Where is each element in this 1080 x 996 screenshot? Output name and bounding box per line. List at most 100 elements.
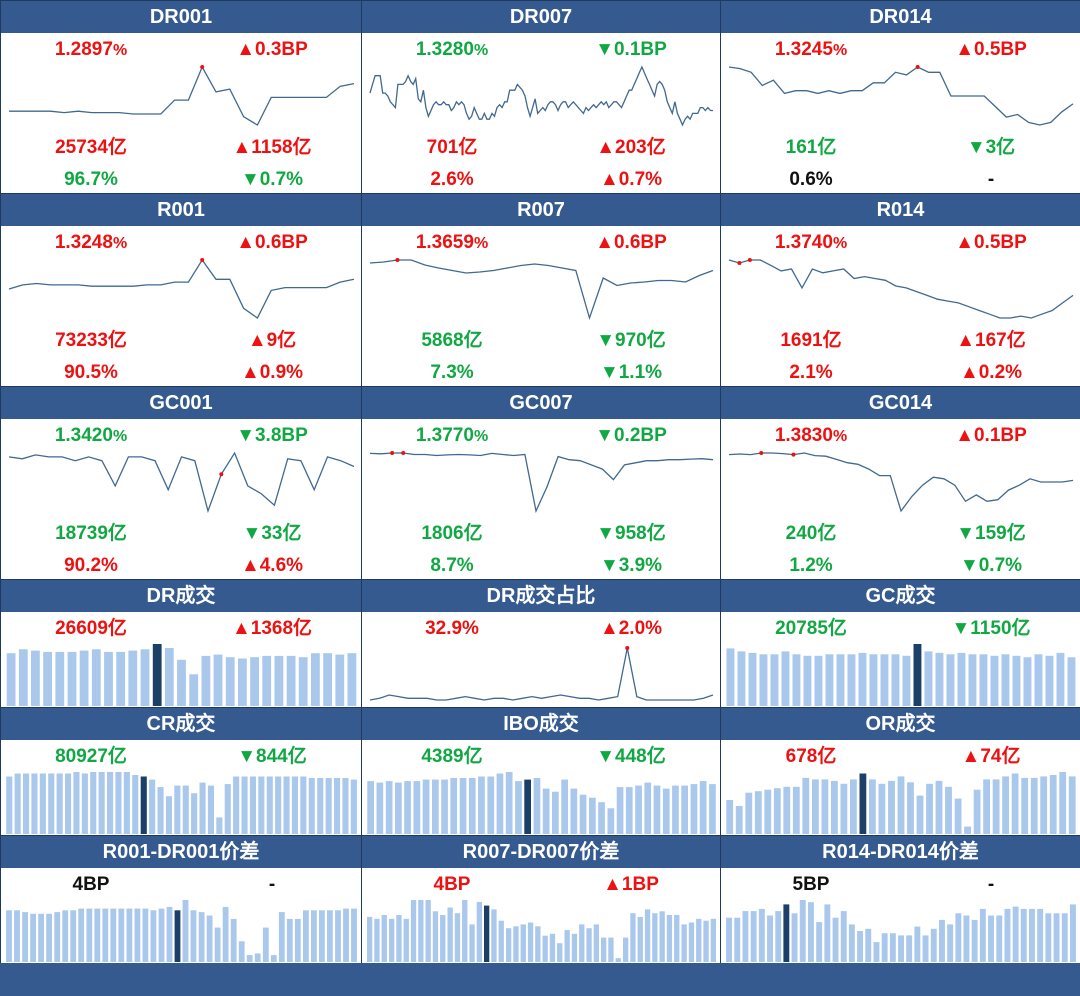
bar — [107, 772, 114, 834]
chart-area — [369, 65, 713, 127]
bar — [506, 928, 512, 962]
bar — [767, 915, 773, 962]
rate-number: 1.3248 — [54, 232, 113, 253]
bar — [1045, 913, 1052, 962]
value-v1: 80927亿 — [55, 746, 127, 767]
bar — [335, 654, 345, 706]
series-line — [8, 258, 355, 319]
bar — [848, 924, 855, 962]
max-marker — [219, 472, 224, 477]
bar — [404, 781, 411, 834]
value-vol_chg: ▼970亿 — [596, 330, 666, 351]
bar — [116, 651, 126, 706]
bar-highlight — [783, 904, 790, 962]
bar — [110, 908, 117, 962]
bar — [681, 785, 688, 834]
bar — [832, 917, 839, 962]
bar — [1059, 772, 1067, 834]
value-v1: 20785亿 — [775, 618, 847, 639]
bar — [1001, 654, 1010, 706]
value-rate_chg: ▲0.5BP — [955, 39, 1027, 60]
chart-panel-4: R007 1.3659% ▲0.6BP 5868亿 ▼970亿 7.3% ▼1.1% — [361, 193, 721, 387]
panel-title: R007-DR007价差 — [362, 836, 720, 868]
bar — [1023, 657, 1032, 706]
value-vol_chg: ▼33亿 — [242, 523, 302, 544]
bar — [869, 654, 878, 706]
bar — [971, 919, 978, 962]
bar — [644, 782, 652, 834]
chart-area — [367, 772, 716, 834]
bar — [666, 915, 673, 962]
bar — [31, 773, 38, 834]
bar — [238, 658, 247, 706]
chart-area — [369, 451, 714, 514]
value-vol_chg: ▲9亿 — [247, 330, 297, 351]
panel-title: R001 — [1, 194, 361, 226]
bar — [824, 904, 831, 962]
bar — [48, 773, 55, 834]
bar — [54, 912, 61, 962]
bar — [1068, 776, 1076, 834]
series-line — [9, 65, 355, 126]
bar — [190, 910, 197, 962]
bar — [102, 908, 109, 962]
chart-panel-11: GC成交 20785亿 ▼1150亿 — [720, 579, 1080, 708]
bar — [325, 778, 332, 834]
chart-area — [726, 644, 1076, 706]
series-line — [369, 452, 714, 514]
bar — [869, 779, 876, 834]
bar — [454, 913, 461, 962]
panel-title: DR成交 — [1, 580, 361, 612]
bar — [128, 650, 138, 706]
bar — [1045, 655, 1054, 706]
bar — [878, 783, 886, 834]
bar — [319, 910, 325, 962]
panel-title: DR007 — [362, 1, 720, 33]
value-rate_chg: ▲0.6BP — [236, 232, 308, 253]
bar — [791, 913, 798, 962]
bar — [946, 654, 955, 706]
bar — [140, 649, 150, 706]
bar — [681, 924, 687, 962]
value-share: 1.2% — [789, 555, 833, 576]
bar — [652, 913, 658, 962]
chart-area — [369, 646, 714, 701]
chart-panel-7: GC007 1.3770% ▼0.2BP 1806亿 ▼958亿 8.7% ▼3.9% — [361, 386, 721, 580]
bar — [935, 780, 943, 834]
bar — [23, 773, 30, 834]
chart-panel-2: DR014 1.3245% ▲0.5BP 161亿 ▼3亿 0.6% - — [720, 0, 1080, 194]
bar — [902, 655, 911, 706]
bar — [469, 924, 475, 962]
bar — [115, 772, 122, 834]
panel-title: R014-DR014价差 — [721, 836, 1080, 868]
chart-panel-17: R014-DR014价差 5BP - — [720, 835, 1080, 964]
bar — [557, 943, 563, 962]
bar — [935, 652, 944, 706]
bar — [564, 930, 570, 962]
bar — [726, 800, 734, 834]
bar — [266, 776, 273, 834]
value-share: 90.5% — [64, 362, 118, 383]
bar — [459, 778, 467, 834]
bar — [1004, 908, 1011, 962]
rate-unit: % — [832, 42, 848, 59]
bar — [396, 915, 402, 962]
bar — [802, 777, 810, 834]
bar — [888, 780, 895, 834]
value-share_chg: ▼3.9% — [599, 555, 663, 576]
series-line — [369, 65, 713, 127]
bar — [207, 785, 214, 834]
bar — [781, 651, 790, 706]
value-v2: ▲2.0% — [599, 618, 663, 639]
bar — [164, 648, 174, 706]
bar — [199, 782, 206, 834]
bar-highlight — [484, 905, 490, 962]
bar — [840, 783, 848, 834]
bar — [924, 651, 933, 706]
bar — [201, 655, 211, 706]
bar — [955, 913, 962, 962]
max-marker — [915, 65, 920, 69]
bar — [491, 909, 497, 962]
bar — [889, 933, 896, 962]
bar — [206, 915, 213, 962]
